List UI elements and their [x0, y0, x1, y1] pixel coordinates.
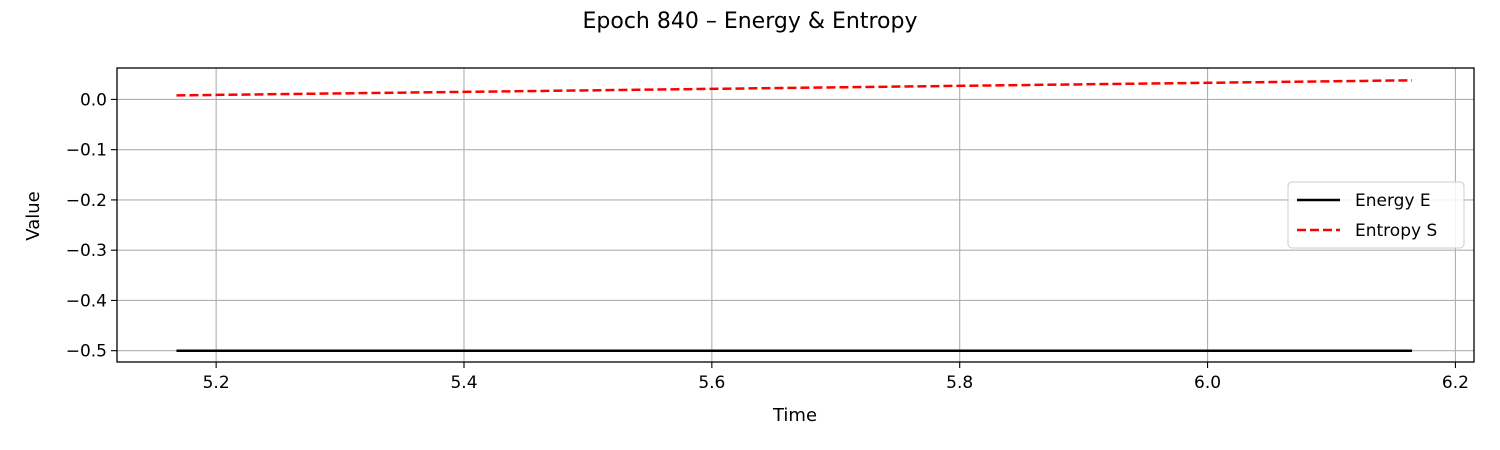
grid	[117, 68, 1474, 362]
legend-box	[1287, 181, 1465, 249]
chart-title: Epoch 840 – Energy & Entropy	[583, 9, 918, 34]
legend-label: Entropy S	[1355, 221, 1437, 241]
legend: Energy E Entropy S	[1287, 181, 1465, 249]
legend-label: Energy E	[1355, 191, 1431, 211]
series-line-entropy-s	[176, 79, 1413, 97]
series-layer	[176, 79, 1413, 352]
y-tick-label: −0.3	[66, 241, 107, 261]
y-axis-label: Value	[23, 191, 44, 240]
y-tick-label: −0.4	[66, 291, 107, 311]
x-tick-label: 5.6	[698, 373, 725, 393]
x-axis-label: Time	[772, 405, 817, 426]
x-tick-label: 5.2	[203, 373, 230, 393]
y-tick-label: −0.2	[66, 191, 107, 211]
y-tick-label: −0.5	[66, 342, 107, 362]
y-tick-label: 0.0	[80, 90, 107, 110]
x-tick-label: 6.0	[1194, 373, 1221, 393]
y-tick-label: −0.1	[66, 141, 107, 161]
x-tick-label: 6.2	[1442, 373, 1469, 393]
x-tick-label: 5.8	[946, 373, 973, 393]
axis-ticks: 5.2 5.4 5.6 5.8 6.0 6.2 0.0 −0.1 −0.2 −0.3 −0.4 −0.…	[66, 90, 1469, 393]
x-tick-label: 5.4	[450, 373, 477, 393]
plot-area-frame	[116, 67, 1475, 363]
